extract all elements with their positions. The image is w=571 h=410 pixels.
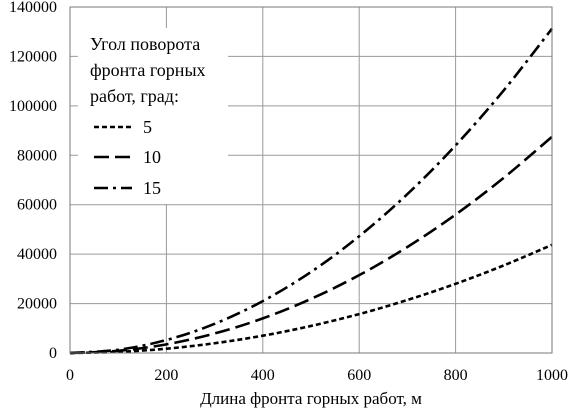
legend-title-line-3: работ, град: xyxy=(90,86,179,106)
legend-title-line-1: Угол поворота xyxy=(90,34,200,54)
series-line-10 xyxy=(69,135,553,355)
legend-label-15: 15 xyxy=(143,178,161,198)
x-tick-label: 600 xyxy=(347,367,371,384)
legend-label-10: 10 xyxy=(143,147,161,167)
x-tick-label: 400 xyxy=(251,367,275,384)
y-tick-labels: 0 20000 40000 60000 80000 100000 120000 140000 xyxy=(9,0,57,362)
y-tick-label: 20000 xyxy=(17,296,57,313)
x-axis-label: Длина фронта горных работ, м xyxy=(200,389,422,408)
series-line-5 xyxy=(69,243,553,355)
x-tick-label: 1000 xyxy=(536,367,568,384)
series-lines xyxy=(69,27,554,355)
x-tick-label: 200 xyxy=(154,367,178,384)
y-tick-label: 120000 xyxy=(9,48,57,65)
legend: Угол поворота фронта горных работ, град:… xyxy=(78,28,228,204)
x-tick-labels: 0 200 400 600 800 1000 xyxy=(66,367,568,384)
y-tick-label: 140000 xyxy=(9,0,57,16)
legend-title-line-2: фронта горных xyxy=(90,60,206,80)
y-tick-label: 0 xyxy=(49,345,57,362)
y-tick-label: 100000 xyxy=(9,98,57,115)
legend-background xyxy=(78,28,228,204)
plot-frame xyxy=(69,6,553,354)
y-tick-label: 40000 xyxy=(17,246,57,263)
legend-label-5: 5 xyxy=(143,117,152,137)
y-tick-label: 60000 xyxy=(17,197,57,214)
series-line-15 xyxy=(69,27,554,355)
y-tick-label: 80000 xyxy=(17,147,57,164)
x-tick-label: 800 xyxy=(444,367,468,384)
grid xyxy=(70,7,552,353)
x-tick-label: 0 xyxy=(66,367,74,384)
